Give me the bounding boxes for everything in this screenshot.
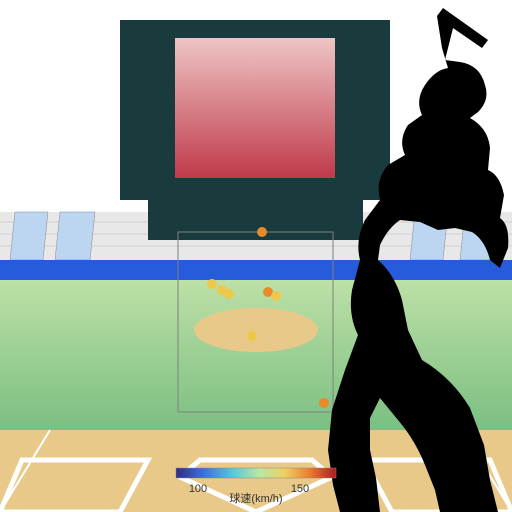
mound — [194, 308, 318, 352]
pitch-marker — [207, 279, 217, 289]
pitch-marker — [319, 398, 329, 408]
colorbar — [176, 468, 336, 478]
pitch-marker — [257, 227, 267, 237]
colorbar-tick: 150 — [291, 483, 309, 495]
pitch-chart: 100 150 球速(km/h) — [0, 0, 512, 512]
pitch-marker — [247, 331, 257, 341]
scoreboard-screen — [175, 38, 335, 178]
pitch-marker — [271, 291, 281, 301]
stand-pillar — [10, 212, 48, 260]
outfield-wall — [0, 260, 512, 280]
pitch-marker — [224, 289, 234, 299]
scoreboard-base — [148, 200, 363, 240]
stand-pillar — [55, 212, 95, 260]
colorbar-tick: 100 — [189, 483, 207, 495]
colorbar-label: 球速(km/h) — [229, 491, 282, 505]
